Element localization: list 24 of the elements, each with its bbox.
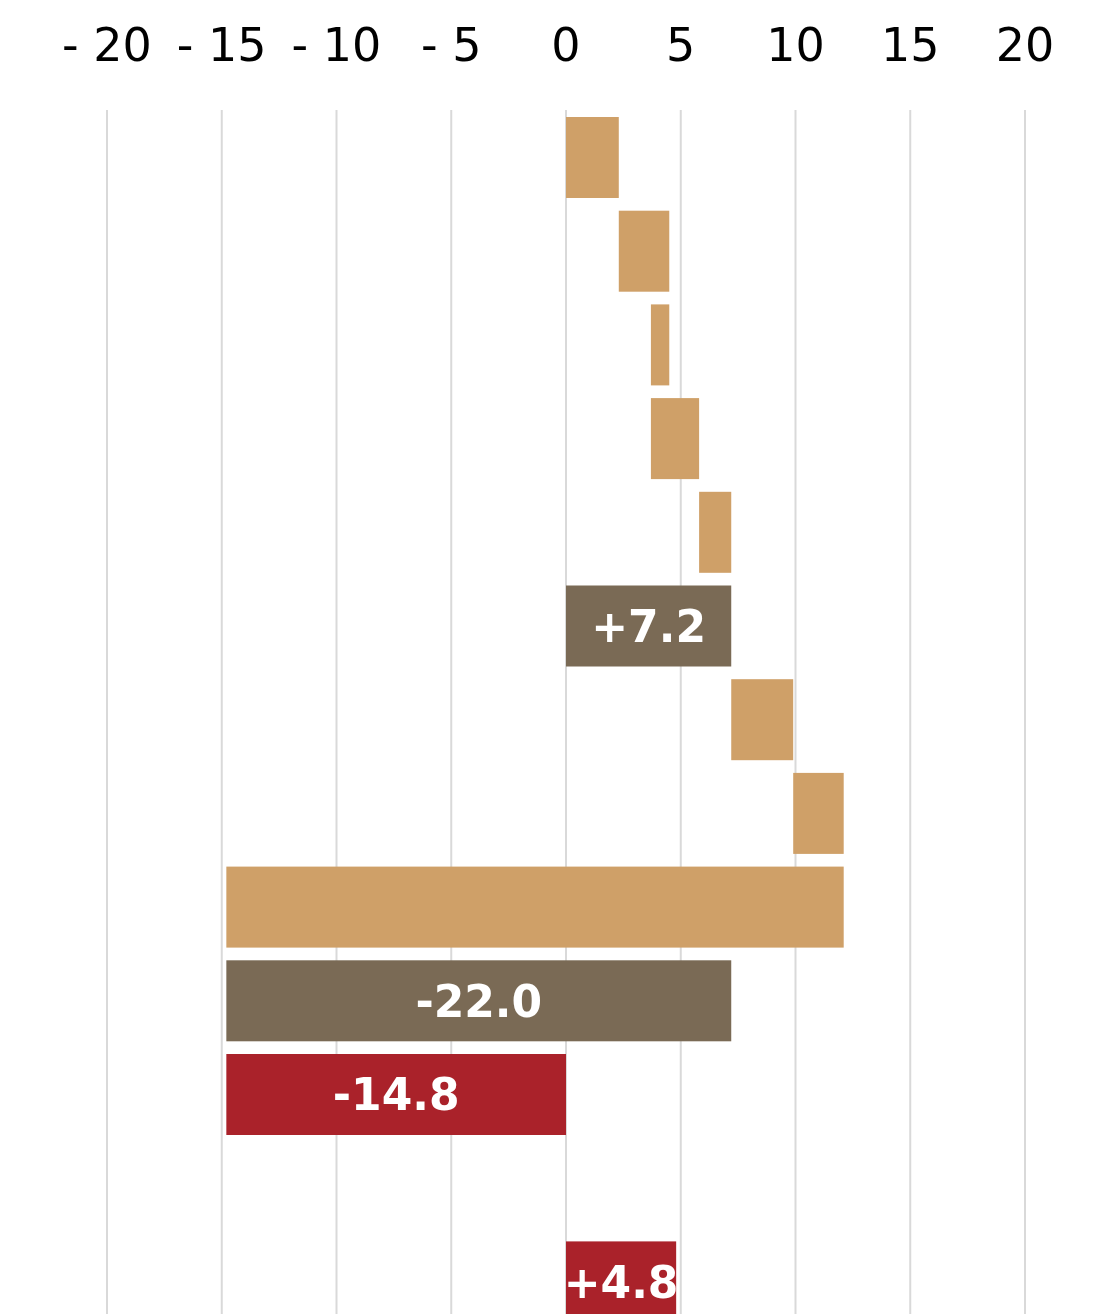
data-label: -22.0 — [415, 975, 543, 1027]
x-tick-label: - 15 — [176, 17, 267, 72]
x-tick-label: 10 — [766, 17, 825, 72]
bar — [731, 679, 794, 761]
x-tick-label: - 20 — [62, 17, 152, 72]
data-label: -14.8 — [332, 1069, 460, 1121]
data-label: +7.2 — [591, 600, 707, 652]
data-label: +4.8 — [563, 1256, 679, 1308]
bar — [699, 491, 732, 573]
bar — [226, 960, 732, 1042]
bar — [566, 585, 732, 667]
bar — [226, 1054, 566, 1135]
x-tick-label: 0 — [551, 17, 581, 72]
x-tick-label: 15 — [880, 17, 940, 72]
bar — [793, 772, 844, 854]
bar — [566, 117, 619, 198]
x-tick-label: 5 — [666, 17, 696, 72]
x-tick-label: 20 — [995, 17, 1055, 72]
bar — [618, 210, 670, 292]
bar — [650, 398, 700, 480]
bar — [226, 866, 844, 948]
bar — [650, 304, 670, 386]
x-tick-label: - 5 — [421, 17, 482, 72]
x-tick-label: - 10 — [291, 17, 382, 72]
